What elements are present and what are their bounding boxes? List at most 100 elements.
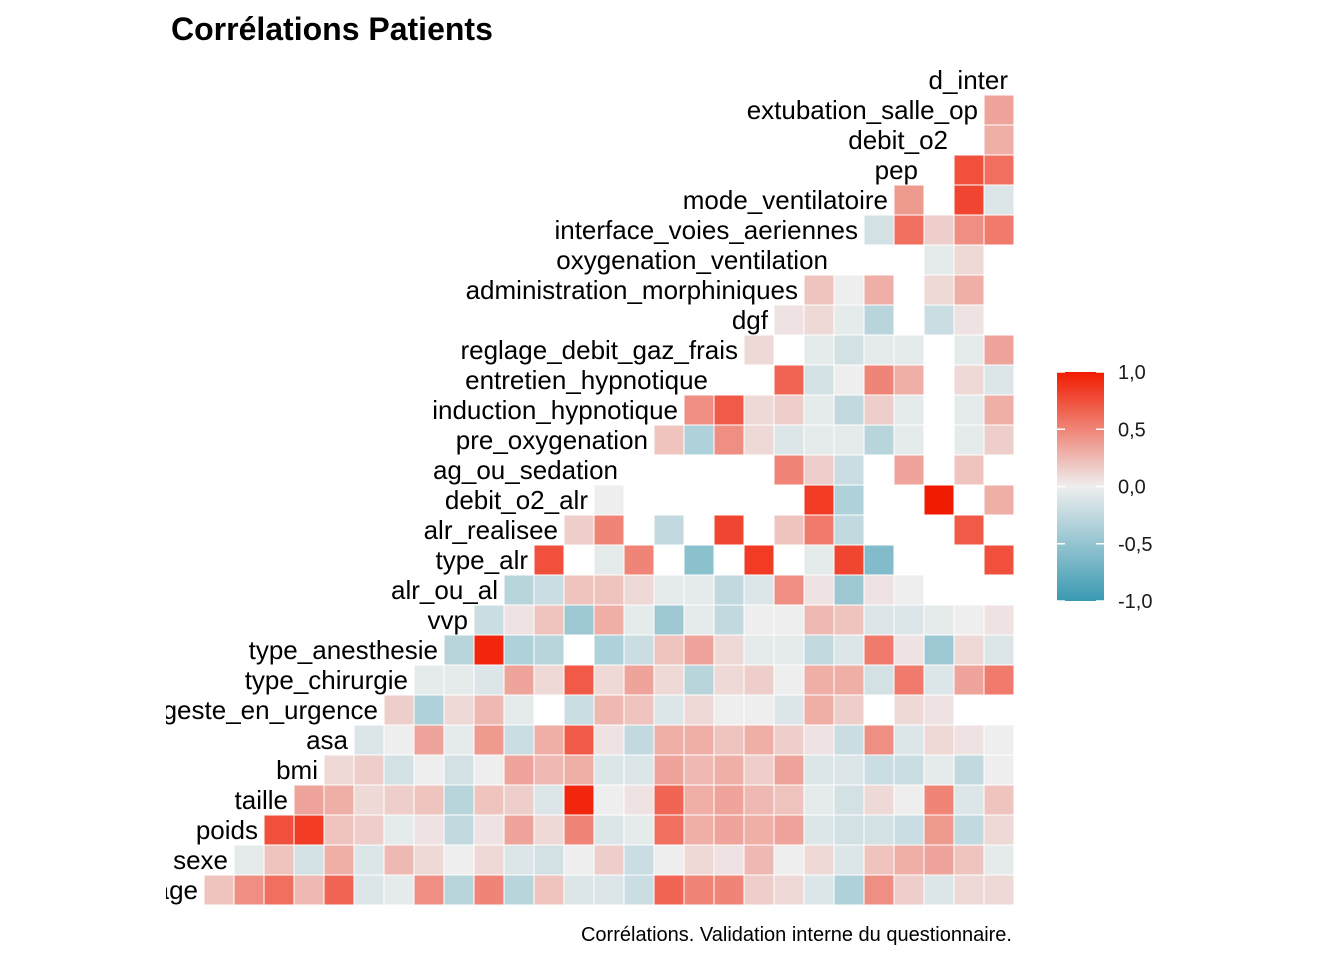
heatmap-cell-age-bmi: [293, 874, 325, 906]
heatmap-cell-bmi-reglage_debit_gaz_frais: [713, 754, 745, 786]
heatmap-cell-age-poids: [233, 874, 265, 906]
heatmap-cell-type_chirurgie-administration_morphiniques: [773, 664, 805, 696]
heatmap-cell-type_anesthesie-ag_ou_sedation: [593, 634, 625, 666]
heatmap-cell-pre_oxygenation-pep: [893, 424, 925, 456]
heatmap-cell-age-ag_ou_sedation: [593, 874, 625, 906]
heatmap-cell-taille-type_alr: [503, 784, 535, 816]
heatmap-cell-asa-debit_o2: [923, 724, 955, 756]
heatmap-cell-induction_hypnotique-administration_morphiniques: [773, 394, 805, 426]
heatmap-cell-dgf-interface_voies_aeriennes: [833, 304, 865, 336]
heatmap-cell-poids-asa: [323, 814, 355, 846]
heatmap-cell-ag_ou_sedation-interface_voies_aeriennes: [833, 454, 865, 486]
heatmap-cell-bmi-pep: [893, 754, 925, 786]
heatmap-cell-bmi-administration_morphiniques: [773, 754, 805, 786]
heatmap-cell-asa-pre_oxygenation: [623, 724, 655, 756]
heatmap-cell-asa-alr_realisee: [533, 724, 565, 756]
heatmap-cell-type_anesthesie-vvp: [443, 634, 475, 666]
heatmap-cell-poids-reglage_debit_gaz_frais: [713, 814, 745, 846]
heatmap-cell-dgf-extubation_salle_op: [953, 304, 985, 336]
variable-label-reglage_debit_gaz_frais: reglage_debit_gaz_frais: [460, 335, 738, 365]
heatmap-cell-sexe-administration_morphiniques: [773, 844, 805, 876]
heatmap-cell-poids-geste_en_urgence: [353, 814, 385, 846]
heatmap-cell-taille-interface_voies_aeriennes: [833, 784, 865, 816]
heatmap-cell-type_anesthesie-debit_o2: [923, 634, 955, 666]
variable-label-alr_realisee: alr_realisee: [424, 515, 558, 545]
heatmap-cell-vvp-d_inter: [983, 604, 1015, 636]
heatmap-cell-poids-debit_o2_alr: [563, 814, 595, 846]
heatmap-cell-bmi-pre_oxygenation: [623, 754, 655, 786]
heatmap-cell-mode_ventilatoire-pep: [893, 184, 925, 216]
heatmap-cell-asa-extubation_salle_op: [953, 724, 985, 756]
heatmap-cell-vvp-reglage_debit_gaz_frais: [713, 604, 745, 636]
legend-tick-label: -0,5: [1118, 534, 1152, 556]
heatmap-cell-type_anesthesie-dgf: [743, 634, 775, 666]
heatmap-cell-geste_en_urgence-ag_ou_sedation: [593, 694, 625, 726]
heatmap-cell-interface_voies_aeriennes-d_inter: [983, 214, 1015, 246]
heatmap-cell-ag_ou_sedation-administration_morphiniques: [773, 454, 805, 486]
heatmap-cell-type_chirurgie-oxygenation_ventilation: [803, 664, 835, 696]
heatmap-cell-ag_ou_sedation-extubation_salle_op: [953, 454, 985, 486]
heatmap-cell-age-entretien_hypnotique: [683, 874, 715, 906]
heatmap-cell-type_alr-ag_ou_sedation: [593, 544, 625, 576]
heatmap-cell-geste_en_urgence-oxygenation_ventilation: [803, 694, 835, 726]
heatmap-cell-reglage_debit_gaz_frais-oxygenation_ventilation: [803, 334, 835, 366]
heatmap-cell-asa-geste_en_urgence: [353, 724, 385, 756]
legend-tick-label: 1,0: [1118, 362, 1146, 384]
heatmap-cell-alr_ou_al-induction_hypnotique: [653, 574, 685, 606]
heatmap-cell-debit_o2_alr-d_inter: [983, 484, 1015, 516]
chart-title: Corrélations Patients: [171, 11, 493, 47]
heatmap-cell-geste_en_urgence-debit_o2_alr: [563, 694, 595, 726]
heatmap-cell-bmi-ag_ou_sedation: [593, 754, 625, 786]
heatmap-cell-bmi-mode_ventilatoire: [863, 754, 895, 786]
heatmap-cell-ag_ou_sedation-pep: [893, 454, 925, 486]
variable-label-sexe: sexe: [173, 845, 228, 875]
heatmap-cell-age-alr_ou_al: [473, 874, 505, 906]
heatmap-cell-poids-induction_hypnotique: [653, 814, 685, 846]
heatmap-cell-pre_oxygenation-administration_morphiniques: [773, 424, 805, 456]
heatmap-cell-alr_realisee-ag_ou_sedation: [593, 514, 625, 546]
heatmap-cell-alr_ou_al-administration_morphiniques: [773, 574, 805, 606]
heatmap-cell-mode_ventilatoire-extubation_salle_op: [953, 184, 985, 216]
heatmap-cell-sexe-poids: [233, 844, 265, 876]
heatmap-cell-alr_realisee-oxygenation_ventilation: [803, 514, 835, 546]
heatmap-cell-type_anesthesie-reglage_debit_gaz_frais: [713, 634, 745, 666]
heatmap-cell-type_alr-alr_realisee: [533, 544, 565, 576]
heatmap-cell-geste_en_urgence-pre_oxygenation: [623, 694, 655, 726]
heatmap-cell-vvp-alr_ou_al: [473, 604, 505, 636]
heatmap-cell-entretien_hypnotique-interface_voies_aeriennes: [833, 364, 865, 396]
heatmap-cell-sexe-type_anesthesie: [413, 844, 445, 876]
heatmap-cell-alr_ou_al-type_alr: [503, 574, 535, 606]
heatmap-cell-age-reglage_debit_gaz_frais: [713, 874, 745, 906]
heatmap-cell-geste_en_urgence-reglage_debit_gaz_frais: [713, 694, 745, 726]
variable-label-type_alr: type_alr: [436, 545, 529, 575]
heatmap-cell-type_chirurgie-alr_realisee: [533, 664, 565, 696]
heatmap-cell-age-induction_hypnotique: [653, 874, 685, 906]
heatmap-cell-type_alr-mode_ventilatoire: [863, 544, 895, 576]
heatmap-cell-sexe-bmi: [293, 844, 325, 876]
heatmap-cell-type_alr-interface_voies_aeriennes: [833, 544, 865, 576]
heatmap-cell-reglage_debit_gaz_frais-dgf: [743, 334, 775, 366]
heatmap-cell-debit_o2_alr-ag_ou_sedation: [593, 484, 625, 516]
heatmap-cell-sexe-asa: [323, 844, 355, 876]
heatmap-cell-taille-extubation_salle_op: [953, 784, 985, 816]
heatmap-cell-type_anesthesie-mode_ventilatoire: [863, 634, 895, 666]
heatmap-cell-type_chirurgie-dgf: [743, 664, 775, 696]
variable-label-pep: pep: [875, 155, 918, 185]
heatmap-cell-type_chirurgie-extubation_salle_op: [953, 664, 985, 696]
heatmap-cell-type_chirurgie-induction_hypnotique: [653, 664, 685, 696]
variable-label-induction_hypnotique: induction_hypnotique: [432, 395, 678, 425]
heatmap-cell-pre_oxygenation-dgf: [743, 424, 775, 456]
heatmap-cell-type_chirurgie-vvp: [443, 664, 475, 696]
heatmap-cell-poids-taille: [263, 814, 295, 846]
heatmap-cell-type_chirurgie-debit_o2: [923, 664, 955, 696]
heatmap-cell-poids-pep: [893, 814, 925, 846]
heatmap-cell-sexe-vvp: [443, 844, 475, 876]
variable-label-pre_oxygenation: pre_oxygenation: [456, 425, 648, 455]
heatmap-cell-pre_oxygenation-oxygenation_ventilation: [803, 424, 835, 456]
heatmap-cell-bmi-vvp: [443, 754, 475, 786]
heatmap-cell-vvp-ag_ou_sedation: [593, 604, 625, 636]
variable-label-age: age: [155, 875, 198, 905]
heatmap-cell-asa-entretien_hypnotique: [683, 724, 715, 756]
heatmap-cell-taille-asa: [323, 784, 355, 816]
